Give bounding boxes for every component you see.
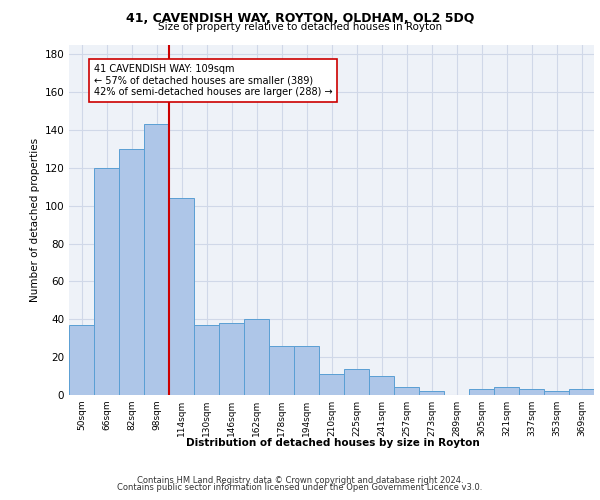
Bar: [494, 388, 519, 395]
Bar: [244, 320, 269, 395]
Text: Contains HM Land Registry data © Crown copyright and database right 2024.: Contains HM Land Registry data © Crown c…: [137, 476, 463, 485]
Text: 41 CAVENDISH WAY: 109sqm
← 57% of detached houses are smaller (389)
42% of semi-: 41 CAVENDISH WAY: 109sqm ← 57% of detach…: [94, 64, 332, 97]
Bar: [394, 388, 419, 395]
Bar: [419, 391, 444, 395]
Bar: [194, 325, 219, 395]
Text: Size of property relative to detached houses in Royton: Size of property relative to detached ho…: [158, 22, 442, 32]
Bar: [94, 168, 119, 395]
Bar: [169, 198, 194, 395]
Bar: [219, 323, 244, 395]
Bar: [294, 346, 319, 395]
Bar: [569, 390, 594, 395]
Text: Distribution of detached houses by size in Royton: Distribution of detached houses by size …: [186, 438, 480, 448]
Text: 41, CAVENDISH WAY, ROYTON, OLDHAM, OL2 5DQ: 41, CAVENDISH WAY, ROYTON, OLDHAM, OL2 5…: [126, 12, 474, 26]
Bar: [469, 390, 494, 395]
Bar: [319, 374, 344, 395]
Bar: [519, 390, 544, 395]
Bar: [344, 368, 369, 395]
Bar: [544, 391, 569, 395]
Bar: [119, 149, 144, 395]
Y-axis label: Number of detached properties: Number of detached properties: [30, 138, 40, 302]
Bar: [369, 376, 394, 395]
Bar: [269, 346, 294, 395]
Text: Contains public sector information licensed under the Open Government Licence v3: Contains public sector information licen…: [118, 484, 482, 492]
Bar: [144, 124, 169, 395]
Bar: [69, 325, 94, 395]
